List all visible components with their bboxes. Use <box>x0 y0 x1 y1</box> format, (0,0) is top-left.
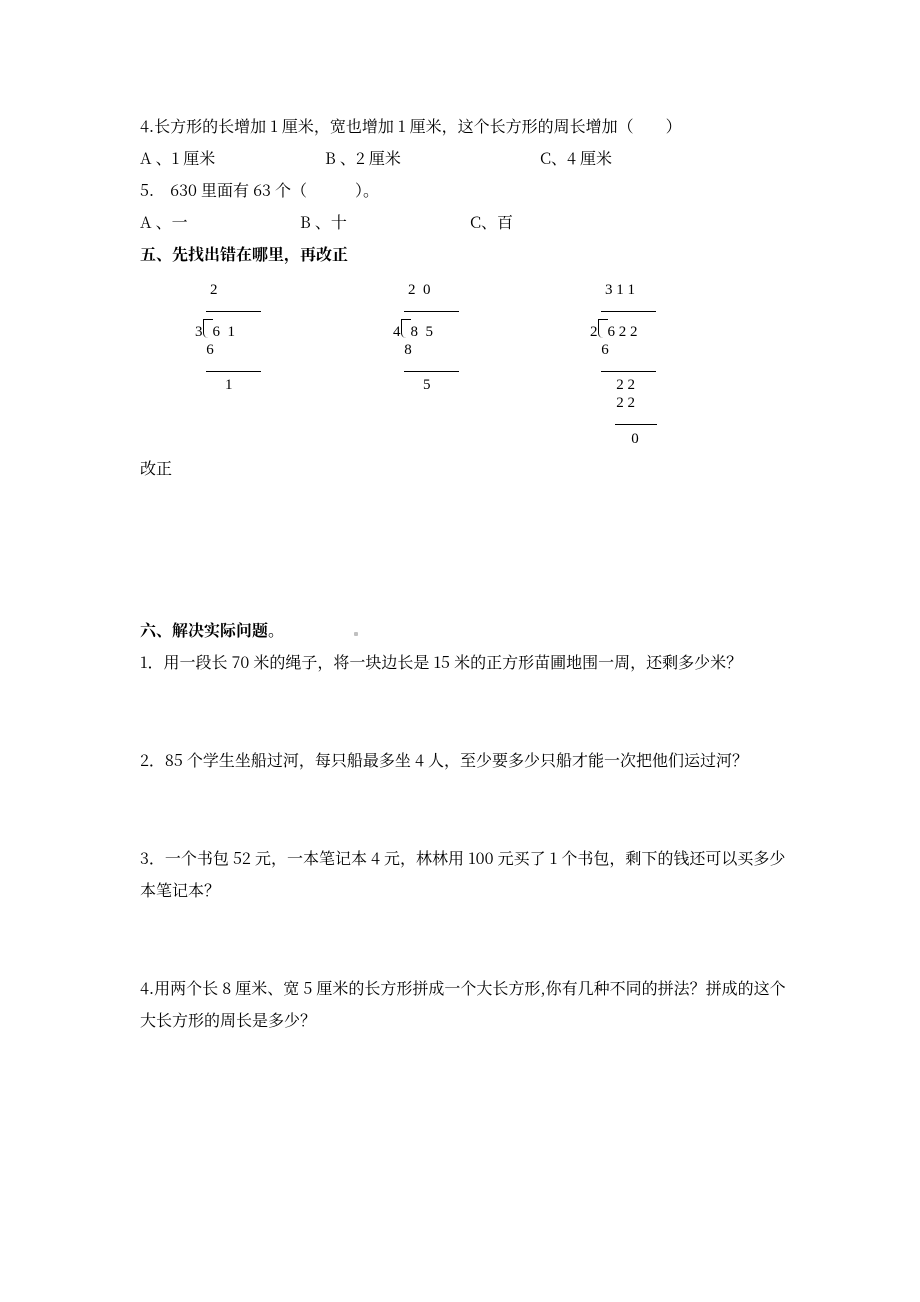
mc-q4-option-c: C、4 厘米 <box>540 142 612 174</box>
long-division-row: 2 36 1 6 1 2 0 48 5 8 5 3 1 1 26 2 2 <box>140 282 790 448</box>
word-problem-2: 2．85 个学生坐船过河，每只船最多坐 4 人，至少要多少只船才能一次把他们运过… <box>140 744 790 776</box>
mc-q4-option-b: B 、2 厘米 <box>325 142 540 174</box>
word-problem-1: 1．用一段长 70 米的绳子，将一块边长是 15 米的正方形苗圃地围一周，还剩多… <box>140 646 790 678</box>
long-division-1: 2 36 1 6 1 <box>140 282 375 395</box>
blank-space-3 <box>140 906 790 972</box>
watermark-dot <box>354 632 358 636</box>
mc-question-5: 5. 630 里面有 63 个（ ）。 <box>140 174 790 206</box>
correction-label: 改正 <box>140 452 790 484</box>
section-6-heading: 六、解决实际问题。 <box>140 614 790 646</box>
long-division-2: 2 0 48 5 8 5 <box>375 282 585 395</box>
blank-space-2 <box>140 776 790 842</box>
mc-q5-option-b: B 、十 <box>300 206 470 238</box>
mc-question-4: 4.长方形的长增加 1 厘米，宽也增加 1 厘米，这个长方形的周长增加（ ） <box>140 110 790 142</box>
section-5-heading: 五、先找出错在哪里，再改正 <box>140 238 790 270</box>
blank-space-1 <box>140 678 790 744</box>
word-problem-3: 3．一个书包 52 元，一本笔记本 4 元，林林用 100 元买了 1 个书包，… <box>140 842 790 906</box>
worksheet-page: 4.长方形的长增加 1 厘米，宽也增加 1 厘米，这个长方形的周长增加（ ） A… <box>0 0 920 1302</box>
mc-q4-option-a: A 、1 厘米 <box>140 142 325 174</box>
mc-q5-options: A 、一 B 、十 C、百 <box>140 206 790 238</box>
blank-space-for-correction <box>140 484 790 614</box>
mc-q4-options: A 、1 厘米 B 、2 厘米 C、4 厘米 <box>140 142 790 174</box>
word-problem-4: 4.用两个长 8 厘米、宽 5 厘米的长方形拼成一个大长方形,你有几种不同的拼法… <box>140 972 790 1036</box>
mc-q5-option-a: A 、一 <box>140 206 300 238</box>
mc-q5-option-c: C、百 <box>470 206 513 238</box>
long-division-3: 3 1 1 26 2 2 6 2 2 2 2 0 <box>585 282 657 448</box>
